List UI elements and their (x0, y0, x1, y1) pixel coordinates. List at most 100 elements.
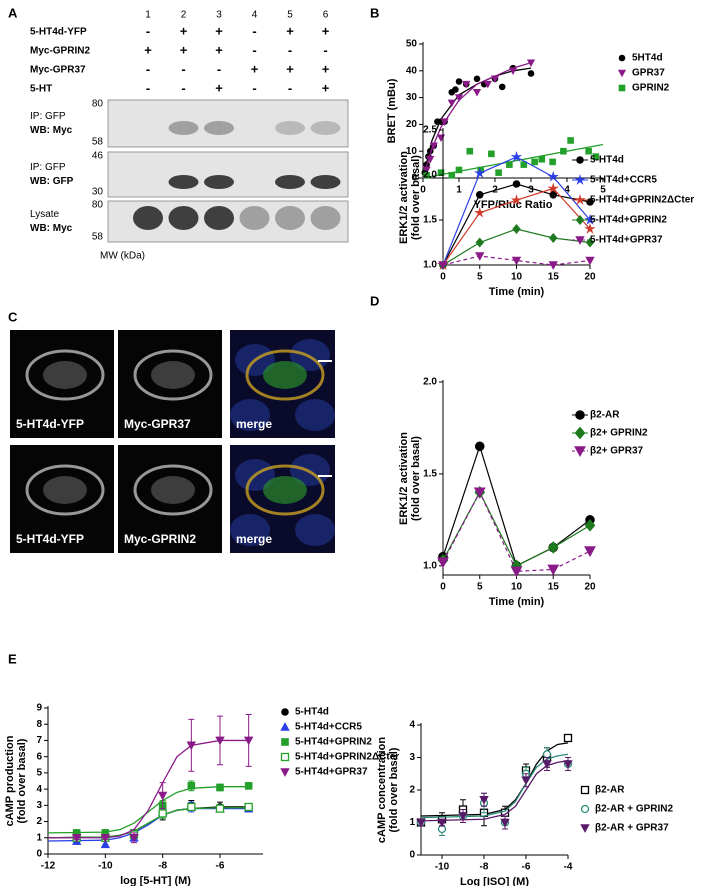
y-tick-label: 20 (406, 119, 418, 130)
legend-label: β2-AR (595, 785, 625, 796)
x-tick-label: 20 (584, 272, 596, 283)
panel-letter: A (8, 5, 18, 20)
data-point (474, 441, 485, 452)
condition-sign: - (146, 23, 150, 38)
blot-band (310, 175, 341, 189)
y-tick-label: 0 (36, 849, 42, 860)
data-point (215, 804, 225, 813)
data-point (438, 261, 448, 270)
blot-label: WB: Myc (30, 223, 73, 234)
y-axis-label: (fold over basal) (410, 155, 422, 240)
data-point (423, 172, 430, 179)
condition-sign: + (251, 61, 259, 76)
blot-label: IP: GFP (30, 162, 66, 173)
data-point (474, 167, 486, 179)
blot-band (204, 206, 234, 230)
legend-marker (576, 156, 584, 164)
blot-band (310, 206, 341, 230)
cell (25, 464, 105, 516)
legend-marker (280, 722, 290, 731)
data-point (584, 546, 596, 558)
blot-band (275, 121, 305, 135)
condition-sign: - (288, 80, 292, 95)
micrograph-label: merge (236, 417, 272, 431)
blot-band (204, 175, 234, 189)
y-tick-label: 1 (36, 832, 42, 843)
data-point (440, 118, 449, 126)
y-tick-label: 50 (406, 39, 418, 50)
cell (133, 464, 213, 516)
data-point (511, 256, 522, 266)
data-point (437, 818, 447, 828)
lane-number: 6 (323, 10, 329, 21)
lane-number: 1 (145, 10, 151, 21)
y-tick-label: 2 (36, 816, 42, 827)
x-tick-label: 5 (477, 272, 483, 283)
mw-marker: 46 (92, 151, 104, 162)
data-point (490, 75, 500, 84)
series-line (442, 490, 591, 572)
x-tick-label: -10 (98, 861, 113, 872)
data-point (547, 541, 559, 554)
fit-curve (47, 807, 249, 839)
mw-marker: 58 (92, 232, 104, 243)
data-point (455, 78, 463, 85)
data-point (547, 564, 560, 576)
x-tick-label: -10 (435, 862, 450, 873)
data-point (498, 83, 506, 91)
condition-sign: - (217, 61, 221, 76)
data-point (592, 153, 600, 160)
data-point (466, 147, 474, 155)
condition-sign: - (323, 42, 327, 57)
data-point (244, 802, 253, 812)
x-tick-label: -12 (41, 861, 56, 872)
data-point (563, 733, 573, 743)
series-line (442, 444, 591, 567)
data-point (585, 147, 592, 155)
data-point (474, 206, 486, 218)
data-point (549, 191, 558, 199)
blot-band (239, 206, 270, 230)
y-tick-label: 3 (409, 752, 415, 763)
legend-marker (281, 738, 289, 746)
data-point (422, 166, 431, 175)
data-point (436, 134, 446, 143)
x-axis-label: Time (min) (489, 596, 545, 608)
condition-sign: - (252, 42, 256, 57)
data-point (512, 223, 521, 235)
data-point (215, 736, 225, 746)
x-tick-label: -6 (216, 861, 225, 872)
condition-sign: - (146, 80, 150, 95)
legend-label: 5-HT4d+GPRIN2ΔCter (295, 752, 399, 763)
y-tick-label: 3 (36, 800, 42, 811)
condition-sign: - (181, 61, 185, 76)
scale-bar (318, 360, 332, 362)
x-tick-label: -4 (564, 862, 573, 873)
cell-core (151, 476, 195, 504)
data-point (462, 80, 471, 89)
data-point (216, 783, 224, 792)
data-point (437, 557, 449, 569)
legend-marker (574, 174, 586, 185)
data-point (187, 782, 196, 790)
y-tick-label: 8 (36, 719, 42, 730)
fit-curve (48, 739, 249, 839)
lane-number: 3 (216, 10, 222, 21)
legend-marker (281, 708, 289, 716)
data-point (560, 147, 567, 155)
cell-core (43, 476, 87, 504)
data-point (549, 158, 556, 166)
panel-letter: E (8, 651, 17, 666)
y-tick-label: 2 (409, 785, 415, 796)
y-tick-label: 4 (36, 784, 42, 795)
blot-band (133, 206, 163, 230)
data-point (584, 519, 596, 532)
legend-label: 5-HT4d+GPRIN2 (590, 215, 667, 226)
blot-band (168, 175, 199, 189)
x-axis-label: Time (min) (489, 286, 545, 298)
cell-core (151, 361, 195, 389)
legend-marker (574, 446, 586, 458)
condition-sign: - (288, 42, 292, 57)
micrograph-label: merge (236, 532, 272, 546)
x-tick-label: 10 (511, 582, 523, 593)
